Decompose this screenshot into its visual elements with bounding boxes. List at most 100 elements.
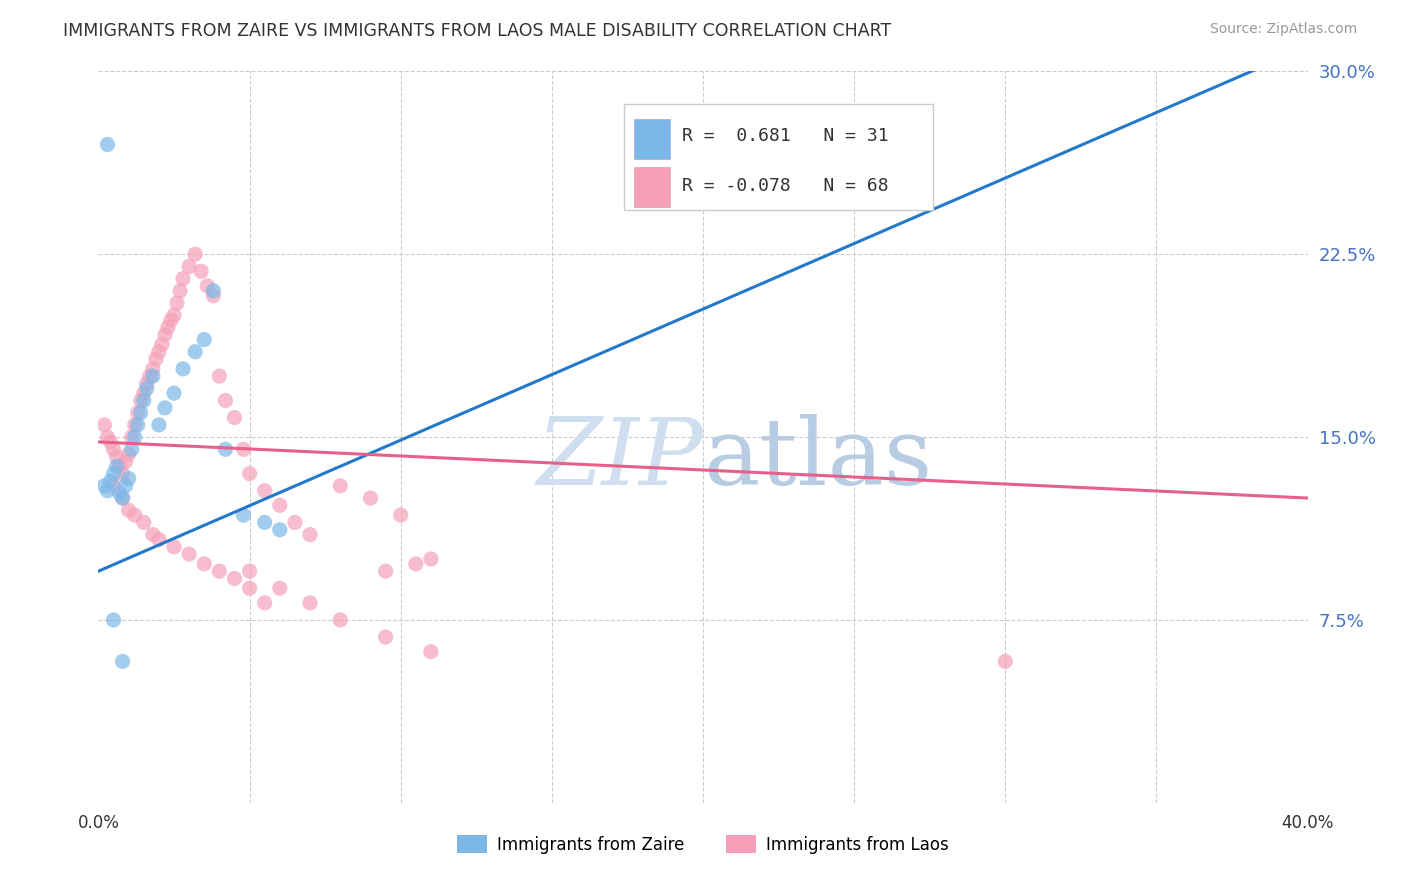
Point [139, 369, 162, 384]
Point [253, 516, 276, 530]
Point [195, 279, 218, 293]
Point [232, 508, 254, 522]
Point [135, 376, 157, 391]
Point [111, 491, 134, 505]
Point [253, 483, 276, 498]
Point [111, 654, 134, 668]
Point [132, 393, 155, 408]
Point [103, 467, 125, 481]
Point [420, 645, 443, 659]
Point [118, 471, 141, 485]
Point [208, 564, 231, 578]
Point [224, 410, 246, 425]
Point [156, 320, 179, 334]
Point [100, 434, 122, 449]
Text: R =  0.681   N = 31: R = 0.681 N = 31 [682, 127, 889, 145]
Point [150, 337, 173, 351]
Point [142, 527, 165, 541]
Point [329, 479, 352, 493]
Point [202, 284, 225, 298]
Point [108, 459, 131, 474]
Point [405, 557, 427, 571]
Point [184, 344, 207, 359]
Point [96, 430, 118, 444]
Point [239, 581, 262, 595]
Point [994, 654, 1017, 668]
Point [142, 369, 165, 384]
Point [121, 430, 143, 444]
FancyBboxPatch shape [634, 120, 671, 160]
Point [163, 308, 186, 322]
Legend: Immigrants from Zaire, Immigrants from Laos: Immigrants from Zaire, Immigrants from L… [450, 829, 956, 860]
Point [269, 523, 291, 537]
Point [299, 596, 322, 610]
Point [103, 613, 125, 627]
Point [127, 406, 149, 420]
Point [163, 386, 186, 401]
Point [124, 508, 146, 522]
Text: IMMIGRANTS FROM ZAIRE VS IMMIGRANTS FROM LAOS MALE DISABILITY CORRELATION CHART: IMMIGRANTS FROM ZAIRE VS IMMIGRANTS FROM… [63, 22, 891, 40]
Point [269, 581, 291, 595]
Point [153, 327, 176, 342]
Text: R = -0.078   N = 68: R = -0.078 N = 68 [682, 177, 889, 195]
Text: atlas: atlas [703, 414, 932, 504]
Point [360, 491, 382, 505]
Text: Source: ZipAtlas.com: Source: ZipAtlas.com [1209, 22, 1357, 37]
Point [93, 479, 115, 493]
Point [127, 417, 149, 432]
Point [142, 361, 165, 376]
Point [163, 540, 186, 554]
Point [374, 630, 396, 644]
Point [114, 454, 136, 468]
Point [118, 447, 141, 461]
Point [214, 442, 236, 457]
Point [224, 572, 246, 586]
Point [299, 527, 322, 541]
Point [253, 596, 276, 610]
Point [148, 533, 170, 547]
Point [135, 381, 157, 395]
Point [118, 503, 141, 517]
Point [160, 313, 183, 327]
Point [214, 393, 236, 408]
Point [103, 479, 125, 493]
Point [166, 296, 188, 310]
Point [108, 486, 131, 500]
Point [148, 344, 170, 359]
Point [329, 613, 352, 627]
Point [169, 284, 191, 298]
Point [269, 499, 291, 513]
Point [239, 564, 262, 578]
Point [93, 417, 115, 432]
Point [132, 386, 155, 401]
Point [153, 401, 176, 415]
Point [129, 406, 152, 420]
Point [389, 508, 412, 522]
Point [105, 459, 128, 474]
Point [129, 393, 152, 408]
Point [184, 247, 207, 261]
Point [193, 557, 215, 571]
Point [179, 547, 201, 561]
Point [114, 479, 136, 493]
Point [284, 516, 307, 530]
Point [100, 474, 122, 488]
Point [124, 430, 146, 444]
Point [232, 442, 254, 457]
Point [172, 271, 194, 285]
Point [190, 264, 212, 278]
Point [172, 361, 194, 376]
Point [374, 564, 396, 578]
Point [179, 260, 201, 274]
FancyBboxPatch shape [624, 104, 932, 211]
Point [111, 467, 134, 481]
Text: ZIP: ZIP [536, 414, 703, 504]
Point [208, 369, 231, 384]
Point [111, 491, 134, 505]
Point [202, 288, 225, 302]
Point [239, 467, 262, 481]
Point [105, 450, 128, 464]
Point [124, 417, 146, 432]
Point [420, 552, 443, 566]
Point [96, 137, 118, 152]
